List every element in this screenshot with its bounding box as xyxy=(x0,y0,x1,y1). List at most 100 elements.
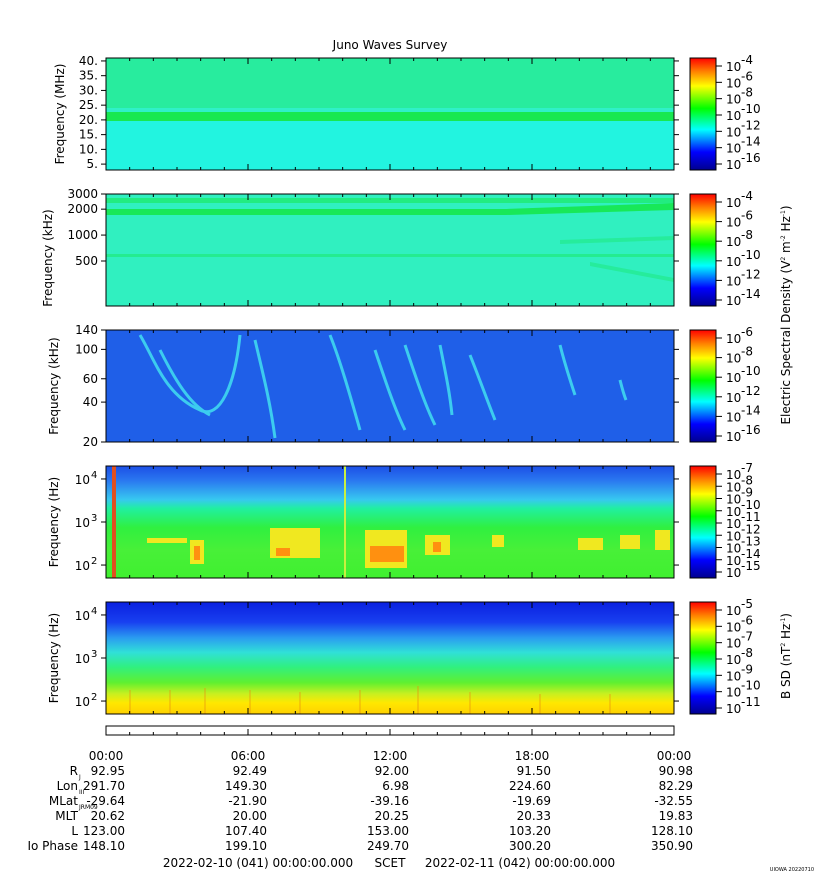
colorbar-4-tick-exponent: -13 xyxy=(741,535,761,549)
panel-2-ylabel: Frequency (kHz) xyxy=(41,209,55,306)
colorbar-3-tick-label: 10 xyxy=(726,332,741,346)
panel-4-ylabel: Frequency (Hz) xyxy=(47,477,61,568)
colorbar-4-tick-exponent: -12 xyxy=(741,522,761,536)
colorbar-4-tick-label: 10 xyxy=(726,505,741,519)
ephemeris-value: 82.29 xyxy=(659,779,693,793)
colorbar-3-tick-label: 10 xyxy=(726,391,741,405)
colorbar-3-tick-exponent: -12 xyxy=(741,384,761,398)
colorbar-1-tick-exponent: -14 xyxy=(741,135,761,149)
ephemeris-value: 153.00 xyxy=(367,824,409,838)
colorbar-3-tick-exponent: -8 xyxy=(741,345,753,359)
colorbar-4-tick-exponent: -15 xyxy=(741,559,761,573)
colorbar-2-tick-label: 10 xyxy=(726,294,741,308)
colorbar-3-tick-exponent: -16 xyxy=(741,423,761,437)
panel-5-ytick-exponent: 2 xyxy=(91,692,97,703)
panel-2-band-b xyxy=(506,203,674,215)
colorbar-4-tick-label: 10 xyxy=(726,554,741,568)
panel-5-ytick-exponent: 3 xyxy=(91,649,97,660)
colorbar-1 xyxy=(689,57,717,171)
panel-1-ytick-label: 30. xyxy=(79,83,98,97)
colorbar-5-tick-exponent: -7 xyxy=(741,630,753,644)
panel-4-ytick-label: 10 xyxy=(75,559,90,573)
colorbar-1-tick-label: 10 xyxy=(726,125,741,139)
panel-2-band-mid xyxy=(106,254,674,257)
ephemeris-row-label-subscript: III xyxy=(79,789,85,796)
colorbar-4-tick-exponent: -8 xyxy=(741,473,753,487)
magnetic-colorbar-title: B SD (nT2 Hz-1) xyxy=(779,613,793,699)
colorbar-5-tick-label: 10 xyxy=(726,686,741,700)
panel-1-ytick-label: 15. xyxy=(79,128,98,142)
panel-4-spike xyxy=(112,466,116,578)
colorbar-5-tick-label: 10 xyxy=(726,669,741,683)
panel-3-ylabel: Frequency (kHz) xyxy=(47,337,61,434)
panel-1-ytick-label: 10. xyxy=(79,142,98,156)
colorbar-2-tick-label: 10 xyxy=(726,255,741,269)
panel-1: 40.35.30.25.20.15.10.5. Frequency (MHz) xyxy=(53,54,679,171)
colorbar-3-tick-exponent: -10 xyxy=(741,364,761,378)
colorbar-1-tick-label: 10 xyxy=(726,60,741,74)
colorbar-5-tick-exponent: -6 xyxy=(741,613,753,627)
panel-5-ytick-label: 10 xyxy=(75,652,90,666)
time-label: 06:00 xyxy=(231,749,266,763)
colorbar-2-tick-label: 10 xyxy=(726,216,741,230)
scet-end: 2022-02-11 (042) 00:00:00.000 xyxy=(425,856,615,870)
colorbar-3-tick-exponent: -6 xyxy=(741,325,753,339)
colorbar-4-tick-label: 10 xyxy=(726,517,741,531)
panel-5-ytick-label: 10 xyxy=(75,695,90,709)
colorbar-4-tick-label: 10 xyxy=(726,566,741,580)
panel-2-band-c xyxy=(560,236,674,244)
panel-4-ytick-exponent: 2 xyxy=(91,556,97,567)
panel-3-ytick-label: 20 xyxy=(83,435,98,449)
panel-3-yaxis: 140 100 60 40 20 xyxy=(75,323,679,449)
ephemeris-row-label: L xyxy=(71,824,78,838)
ephemeris-value: 107.40 xyxy=(225,824,267,838)
panel-1-lower-band xyxy=(106,121,674,170)
ephemeris-value: 350.90 xyxy=(651,839,693,853)
colorbar-2 xyxy=(689,193,717,307)
ephemeris-value: 148.10 xyxy=(83,839,125,853)
colorbar-4-tick-label: 10 xyxy=(726,468,741,482)
panel-2-ytick-label: 3000 xyxy=(67,187,98,201)
panel-3-spectrogram xyxy=(106,330,674,442)
panel-1-ytick-label: 35. xyxy=(79,69,98,83)
ephemeris-value: 20.00 xyxy=(233,809,267,823)
panel-1-ytick-label: 20. xyxy=(79,113,98,127)
ephemeris-value: 20.33 xyxy=(517,809,551,823)
ephemeris-value: 6.98 xyxy=(382,779,409,793)
colorbar-4-tick-label: 10 xyxy=(726,480,741,494)
panel-5-ytick-exponent: 4 xyxy=(91,606,97,617)
colorbar-2-tick-exponent: -12 xyxy=(741,267,761,281)
colorbar-5-tick-exponent: -10 xyxy=(741,679,761,693)
panel-5-streaks xyxy=(129,686,611,714)
chart-title: Juno Waves Survey xyxy=(332,38,448,52)
ephemeris-value: 149.30 xyxy=(225,779,267,793)
colorbar-1-tick-label: 10 xyxy=(726,76,741,90)
ephemeris-row-label: Lon xyxy=(57,779,78,793)
colorbar-4-tick-exponent: -7 xyxy=(741,461,753,475)
scet-start: 2022-02-10 (041) 00:00:00.000 xyxy=(163,856,353,870)
colorbar-5 xyxy=(689,601,717,715)
electric-colorbar-title: Electric Spectral Density (V2 m-2 Hz-1) xyxy=(779,205,793,424)
time-tick-marks xyxy=(105,58,675,735)
ephemeris-row-label-subscript: JRM09 xyxy=(78,804,98,811)
colorbar-2-tick-label: 10 xyxy=(726,196,741,210)
panel-3: 140 100 60 40 20 Frequency (kHz) xyxy=(47,323,679,449)
colorbar-5-tick-label: 10 xyxy=(726,653,741,667)
panel-1-ytick-label: 25. xyxy=(79,98,98,112)
panel-1-ytick-label: 40. xyxy=(79,54,98,68)
colorbar-2-tick-exponent: -8 xyxy=(741,228,753,242)
colorbar-2-tick-exponent: -6 xyxy=(741,209,753,223)
colorbar-4-tick-exponent: -11 xyxy=(741,510,761,524)
colorbar-1-tick-label: 10 xyxy=(726,142,741,156)
panel-5-spectrogram xyxy=(106,602,674,714)
panel-3-emissions xyxy=(138,334,628,439)
ephemeris-value: 291.70 xyxy=(83,779,125,793)
ephemeris-value: 249.70 xyxy=(367,839,409,853)
colorbar-1-tick-exponent: -8 xyxy=(741,86,753,100)
